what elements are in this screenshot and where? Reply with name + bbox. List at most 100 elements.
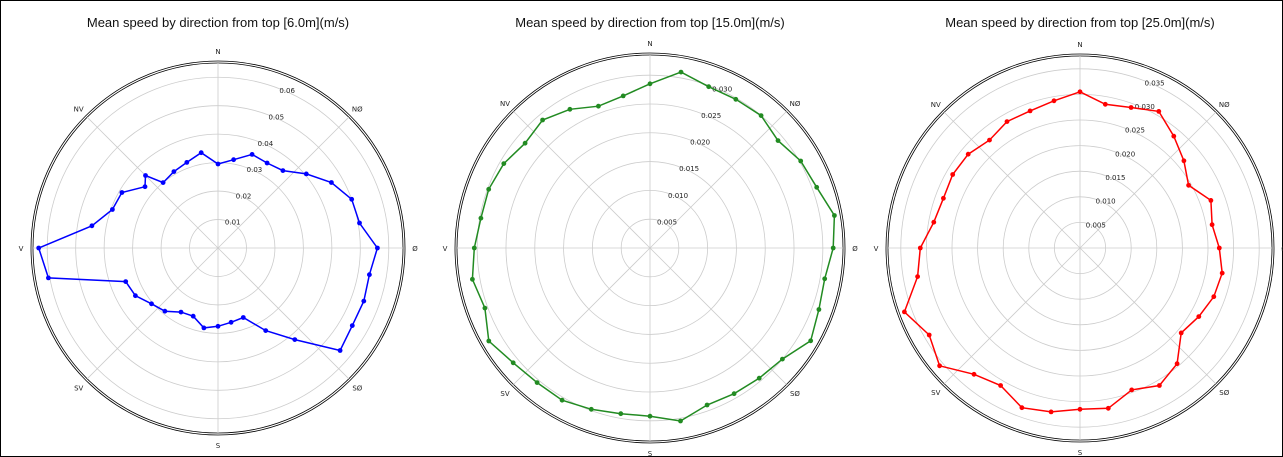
grid-circle (46, 76, 390, 420)
data-point (1157, 383, 1162, 388)
data-point (486, 186, 492, 192)
direction-label: Ø (852, 245, 858, 253)
direction-label: SØ (352, 384, 362, 392)
radial-gridline (86, 116, 219, 249)
data-point (706, 84, 712, 90)
data-point (361, 298, 367, 304)
data-point (349, 196, 355, 202)
radial-gridline (1079, 111, 1217, 249)
radial-tick-label: 0.06 (279, 87, 295, 95)
data-point (149, 301, 154, 307)
data-point (329, 180, 334, 185)
direction-label: N (215, 48, 220, 56)
data-point (941, 195, 946, 201)
data-point (470, 276, 475, 282)
data-point (780, 356, 785, 362)
direction-label: SØ (790, 390, 800, 398)
data-point (486, 338, 492, 344)
data-point (337, 348, 343, 353)
data-point (160, 180, 166, 186)
data-point (89, 223, 95, 229)
data-point (647, 81, 653, 87)
data-point (240, 315, 246, 320)
data-point (808, 338, 814, 344)
radial-tick-label: 0.020 (690, 139, 710, 147)
data-point (123, 279, 129, 284)
data-point (215, 323, 221, 329)
grid-circle (563, 161, 737, 335)
data-point (215, 161, 221, 167)
data-point (190, 313, 196, 319)
grid-circle (926, 93, 1235, 403)
data-point (375, 245, 380, 251)
data-point (567, 106, 573, 112)
direction-label: NØ (1219, 101, 1230, 109)
radial-tick-label: 0.020 (1115, 150, 1135, 158)
data-point (142, 184, 148, 190)
data-point (816, 307, 822, 312)
data-point (1216, 245, 1222, 251)
direction-label: S (648, 450, 653, 457)
polar-chart-15m: Mean speed by direction from top [15.0m]… (443, 15, 859, 457)
outer-ring (454, 52, 846, 444)
polar-chart-25m: Mean speed by direction from top [25.0m]… (874, 15, 1283, 457)
data-point (1027, 108, 1033, 114)
data-point (915, 274, 920, 279)
data-point (249, 152, 255, 157)
data-point (998, 383, 1003, 388)
data-point (775, 138, 781, 144)
data-point (798, 158, 804, 164)
radial-tick-label: 0.02 (236, 192, 252, 200)
chart-title: Mean speed by direction from top [15.0m]… (515, 15, 785, 30)
data-point (501, 161, 507, 167)
radial-tick-label: 0.005 (1086, 221, 1106, 229)
data-point (733, 96, 739, 102)
data-point (1186, 182, 1191, 188)
data-point (588, 406, 594, 412)
radial-tick-label: 0.03 (247, 166, 263, 174)
data-point (647, 413, 653, 419)
grid-circle (620, 218, 680, 278)
data-point (987, 137, 992, 143)
data-point (471, 245, 477, 251)
data-point (937, 363, 942, 369)
data-point (678, 69, 684, 75)
data-point (596, 103, 601, 109)
data-point (1174, 361, 1180, 367)
radial-tick-label: 0.025 (1125, 127, 1145, 135)
data-point (931, 219, 937, 225)
data-point (950, 172, 956, 177)
data-point (1048, 409, 1054, 415)
data-point (1129, 387, 1135, 393)
direction-label: V (874, 245, 879, 253)
direction-label: Ø (1281, 245, 1283, 253)
direction-label: S (1078, 449, 1083, 457)
data-point (303, 171, 309, 177)
grid-circle (505, 103, 795, 393)
radial-tick-label: 0.005 (657, 218, 677, 226)
data-point (926, 332, 932, 338)
data-point (1156, 109, 1162, 114)
data-point (830, 245, 836, 251)
data-point (1128, 105, 1134, 110)
data-point (1105, 405, 1111, 411)
grid-circle (534, 132, 766, 364)
radial-tick-label: 0.030 (1135, 103, 1155, 111)
data-point (119, 190, 125, 195)
data-point (620, 93, 626, 99)
data-point (510, 360, 516, 366)
direction-label: NØ (790, 100, 801, 108)
data-point (46, 275, 51, 281)
data-point (678, 418, 683, 424)
data-point (264, 160, 270, 166)
data-point (1019, 405, 1025, 411)
data-point (832, 213, 837, 218)
data-point (814, 184, 820, 190)
data-point (1051, 98, 1057, 104)
data-point (1171, 133, 1177, 139)
data-point (228, 319, 234, 325)
direction-label: V (443, 245, 448, 253)
data-point (143, 173, 148, 178)
data-point (540, 117, 545, 123)
